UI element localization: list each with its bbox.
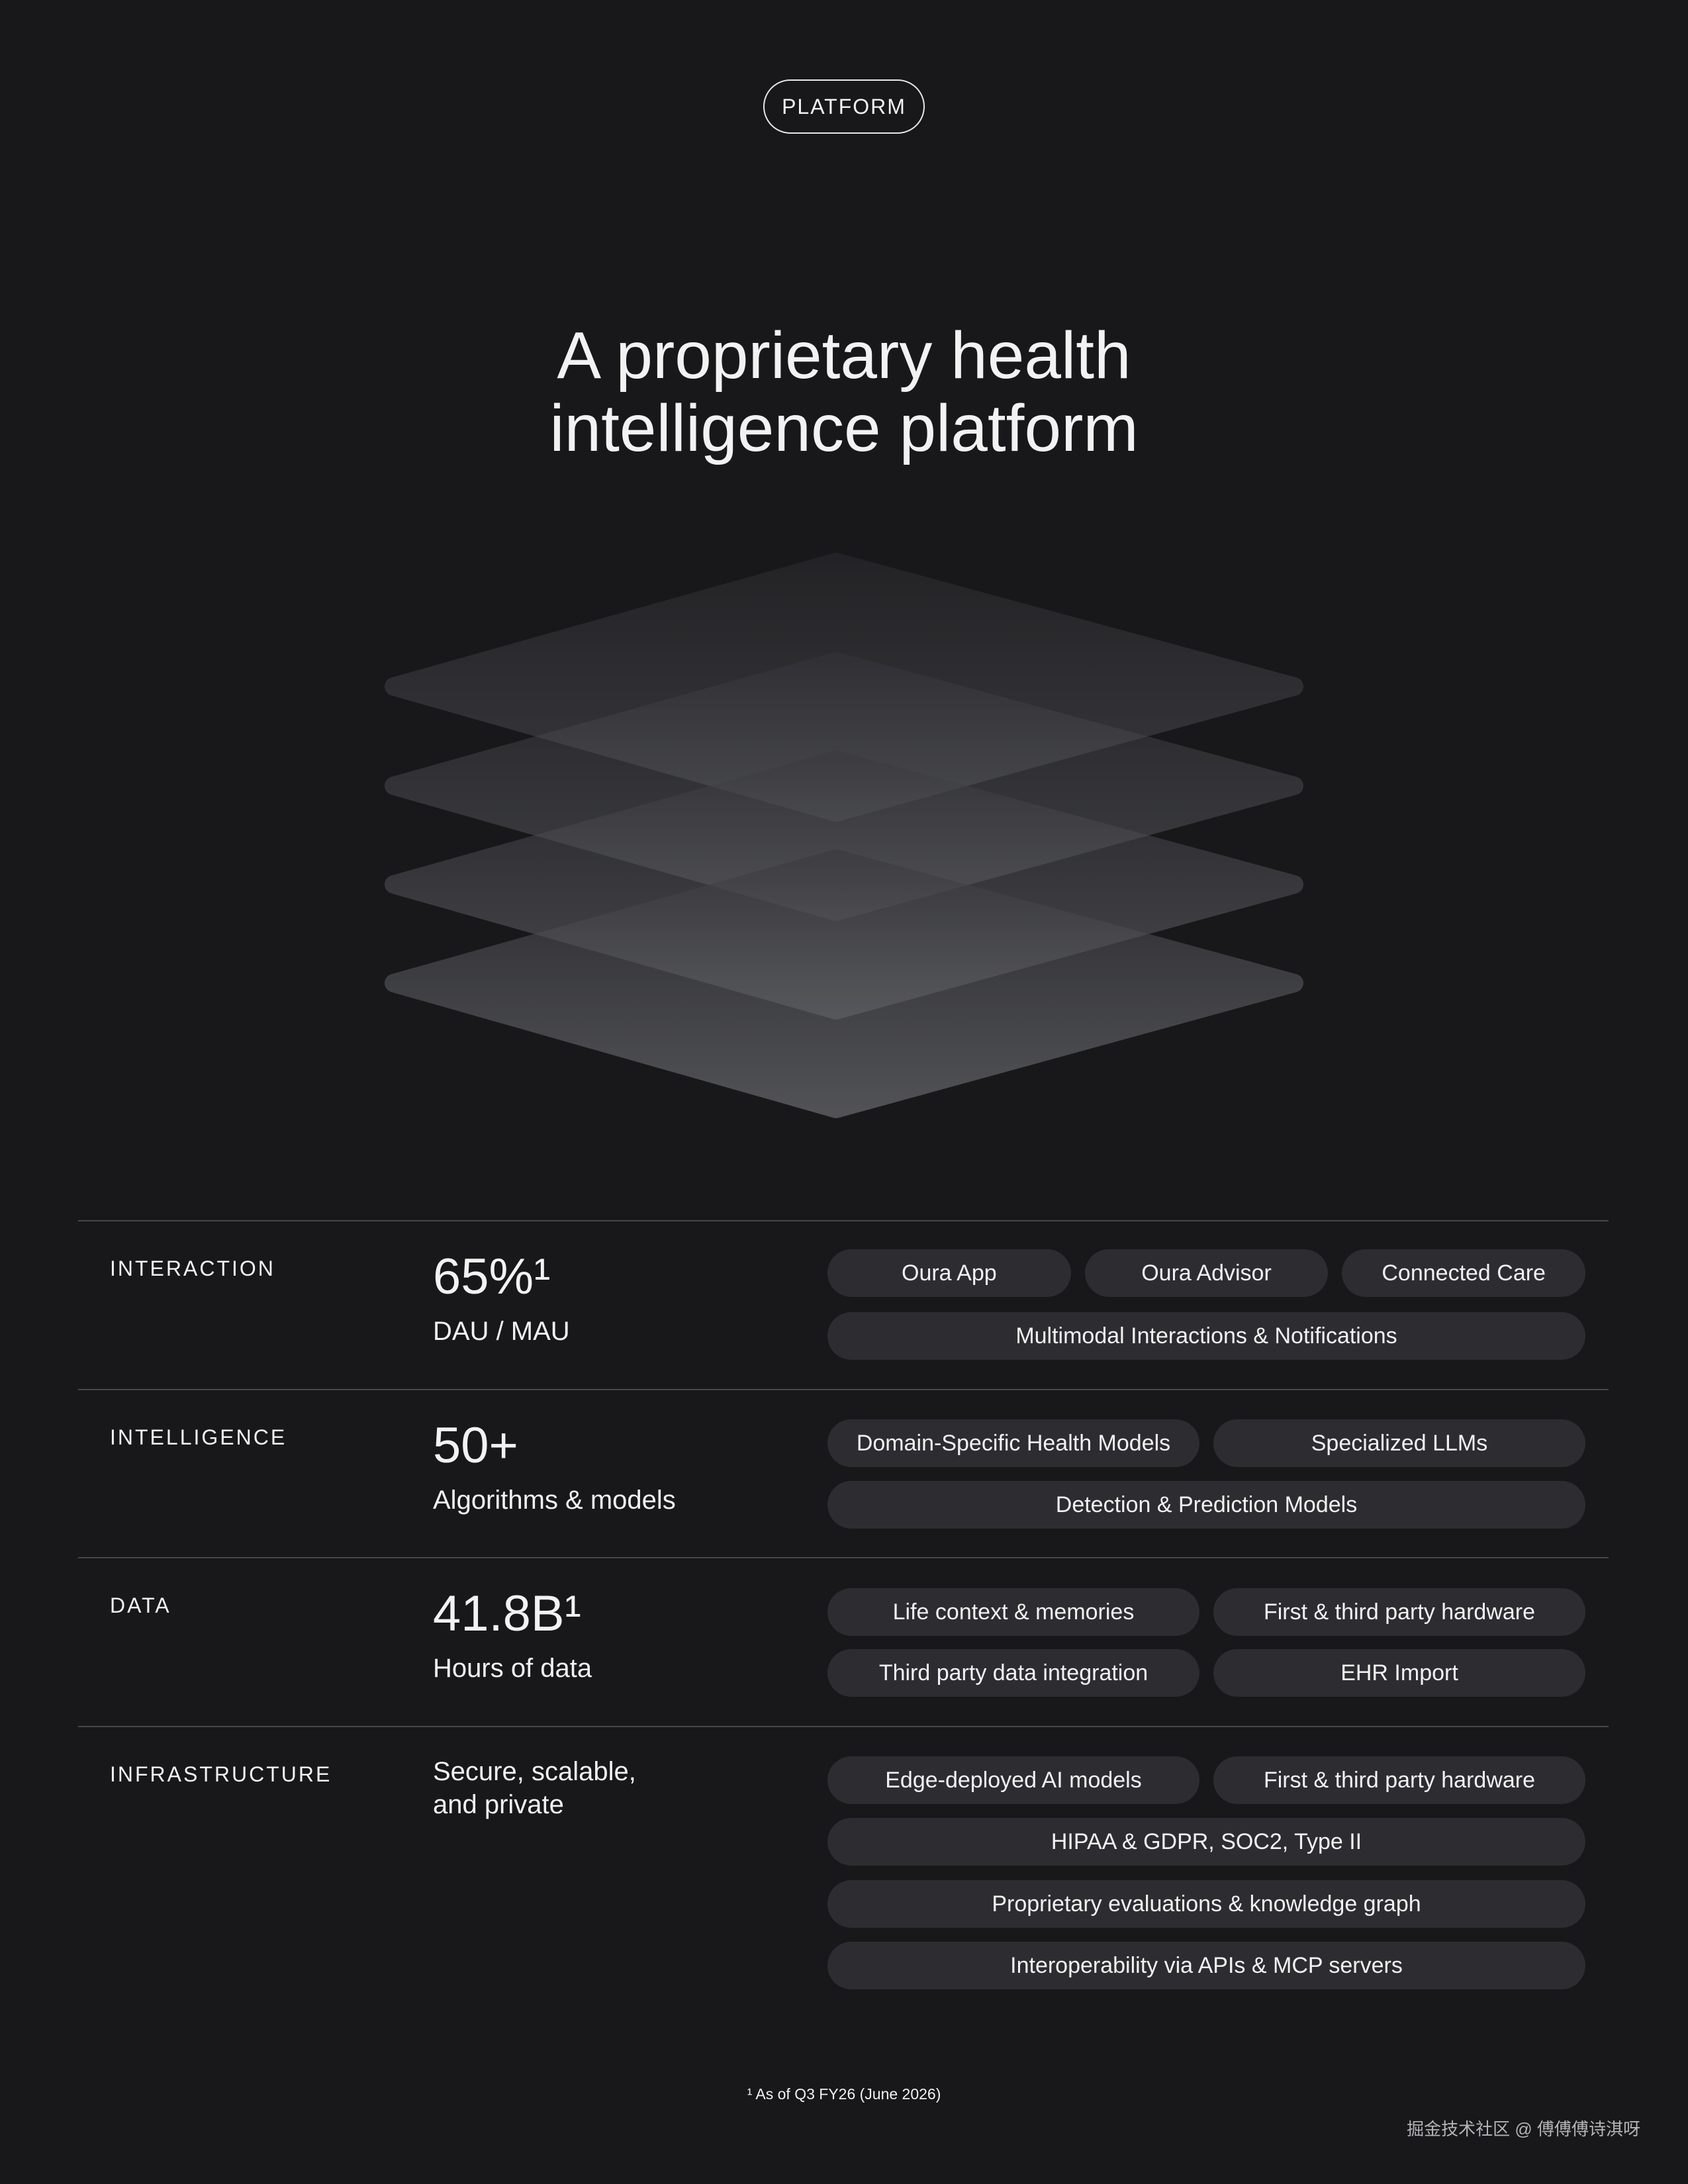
stat-caption: Hours of data: [433, 1654, 592, 1683]
pill: EHR Import: [1213, 1649, 1585, 1697]
pill: Edge-deployed AI models: [827, 1756, 1199, 1804]
pill: Oura Advisor: [1084, 1249, 1329, 1297]
pill-row: Interoperability via APIs & MCP servers: [827, 1942, 1585, 1989]
pill: First & third party hardware: [1213, 1756, 1585, 1804]
pill: Specialized LLMs: [1213, 1419, 1585, 1467]
pill: HIPAA & GDPR, SOC2, Type II: [827, 1818, 1585, 1866]
pill: Domain-Specific Health Models: [827, 1419, 1199, 1467]
title: intelligence platform: [549, 391, 1139, 465]
divider: [78, 1557, 1609, 1558]
stat-value: 41.8B¹: [433, 1586, 581, 1642]
pill: Interoperability via APIs & MCP servers: [827, 1942, 1585, 1989]
pill-row: Detection & Prediction Models: [827, 1481, 1585, 1529]
divider: [78, 1726, 1609, 1727]
layers-graphic: [385, 553, 1303, 1118]
pill-row: Oura App Oura Advisor Connected Care: [827, 1249, 1586, 1297]
row-label: INFRASTRUCTURE: [110, 1762, 332, 1786]
pill: Detection & Prediction Models: [827, 1481, 1585, 1529]
divider: [78, 1389, 1609, 1390]
pill-row: Third party data integration EHR Import: [827, 1649, 1585, 1697]
title: A proprietary health: [557, 318, 1131, 393]
pill-row: Multimodal Interactions & Notifications: [827, 1312, 1585, 1360]
stat-caption: DAU / MAU: [433, 1317, 570, 1346]
row-label: INTERACTION: [110, 1257, 275, 1280]
pill-row: Domain-Specific Health Models Specialized…: [827, 1419, 1585, 1467]
pill-row: Edge-deployed AI models First & third par…: [827, 1756, 1585, 1804]
stat-value: 50+: [433, 1417, 518, 1474]
stat-caption: Algorithms & models: [433, 1486, 676, 1515]
layer: [385, 849, 1303, 1118]
row-label: DATA: [110, 1593, 171, 1617]
badge: PLATFORM: [763, 79, 925, 134]
stat-value: 65%¹: [433, 1249, 551, 1305]
pill: Multimodal Interactions & Notifications: [827, 1312, 1585, 1360]
watermark: 掘金技术社区 @ 傅傅傅诗淇呀: [1407, 2119, 1640, 2139]
pill: First & third party hardware: [1213, 1588, 1585, 1636]
pill: Proprietary evaluations & knowledge grap…: [827, 1880, 1585, 1928]
pill-row: Proprietary evaluations & knowledge grap…: [827, 1880, 1585, 1928]
pill-row: Life context & memories First & third par…: [827, 1588, 1585, 1636]
pill-row: HIPAA & GDPR, SOC2, Type II: [827, 1818, 1585, 1866]
stat-caption: Secure, scalable, and private: [433, 1757, 636, 1819]
pill: Life context & memories: [827, 1588, 1199, 1636]
pill: Oura App: [827, 1249, 1071, 1297]
footnote: ¹ As of Q3 FY26 (June 2026): [747, 2085, 941, 2103]
pill: Connected Care: [1342, 1249, 1586, 1297]
divider: [78, 1220, 1609, 1221]
row-label: INTELLIGENCE: [110, 1425, 287, 1449]
pill: Third party data integration: [827, 1649, 1199, 1697]
